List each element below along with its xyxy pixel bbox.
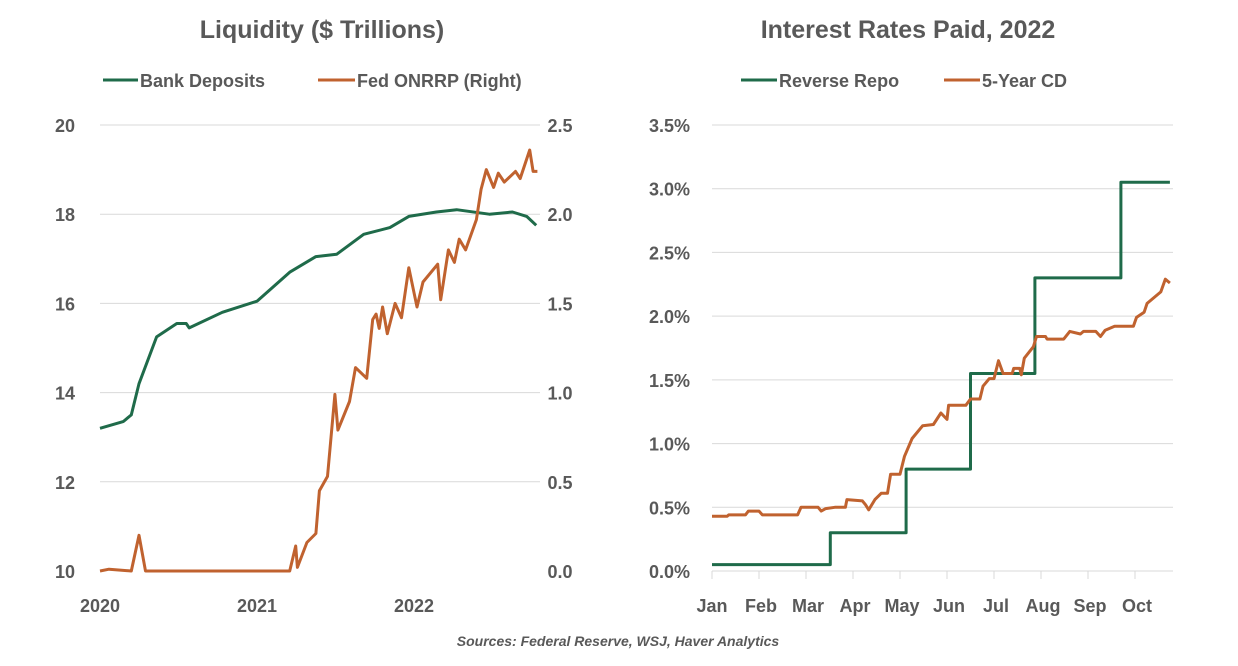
y-right-tick-label: 1.0 <box>547 384 572 404</box>
y-right-tick-label: 2.5 <box>547 116 572 136</box>
x-tick-label: Mar <box>792 596 824 616</box>
y-tick-label: 3.0% <box>649 180 690 200</box>
x-tick-label: Aug <box>1026 596 1061 616</box>
x-tick-label: Jun <box>933 596 965 616</box>
y-left-tick-label: 16 <box>55 294 75 314</box>
legend-label-bank-deposits: Bank Deposits <box>140 71 265 91</box>
y-left-tick-label: 12 <box>55 473 75 493</box>
y-right-tick-label: 0.5 <box>547 473 572 493</box>
source-note: Sources: Federal Reserve, WSJ, Haver Ana… <box>457 633 780 649</box>
x-tick-label: Apr <box>840 596 871 616</box>
interest-rates-chart-title: Interest Rates Paid, 2022 <box>761 16 1056 44</box>
y-tick-label: 2.0% <box>649 307 690 327</box>
series-line-5-year-cd <box>712 277 1171 518</box>
legend-label-5-year-cd: 5-Year CD <box>982 71 1067 91</box>
y-left-tick-label: 10 <box>55 562 75 582</box>
x-tick-label: Jan <box>696 596 727 616</box>
series-line-bank-deposits <box>99 208 538 430</box>
y-left-tick-label: 14 <box>55 384 75 404</box>
x-tick-label: Jul <box>983 596 1009 616</box>
interest-rates-chart: Interest Rates Paid, 2022 Reverse Repo 5… <box>649 16 1173 616</box>
x-tick-label: May <box>884 596 919 616</box>
x-tick-label: 2022 <box>394 596 434 616</box>
y-tick-label: 0.5% <box>649 498 690 518</box>
y-tick-label: 2.5% <box>649 243 690 263</box>
liquidity-chart: Liquidity ($ Trillions) Bank Deposits Fe… <box>55 16 573 616</box>
liquidity-chart-title: Liquidity ($ Trillions) <box>200 16 444 44</box>
legend-label-reverse-repo: Reverse Repo <box>779 71 899 91</box>
y-right-tick-label: 1.5 <box>547 294 572 314</box>
x-tick-label: 2021 <box>237 596 277 616</box>
y-tick-label: 1.0% <box>649 435 690 455</box>
y-tick-label: 0.0% <box>649 562 690 582</box>
x-tick-label: Sep <box>1073 596 1106 616</box>
series-line-reverse-repo <box>712 180 1170 567</box>
x-tick-label: Oct <box>1122 596 1152 616</box>
y-right-tick-label: 0.0 <box>547 562 572 582</box>
series-line-fed-onrrp <box>99 148 538 573</box>
y-left-tick-label: 20 <box>55 116 75 136</box>
y-tick-label: 3.5% <box>649 116 690 136</box>
x-tick-label: Feb <box>745 596 777 616</box>
x-tick-label: 2020 <box>80 596 120 616</box>
y-tick-label: 1.5% <box>649 371 690 391</box>
legend-label-fed-onrrp: Fed ONRRP (Right) <box>357 71 522 91</box>
y-right-tick-label: 2.0 <box>547 205 572 225</box>
y-left-tick-label: 18 <box>55 205 75 225</box>
